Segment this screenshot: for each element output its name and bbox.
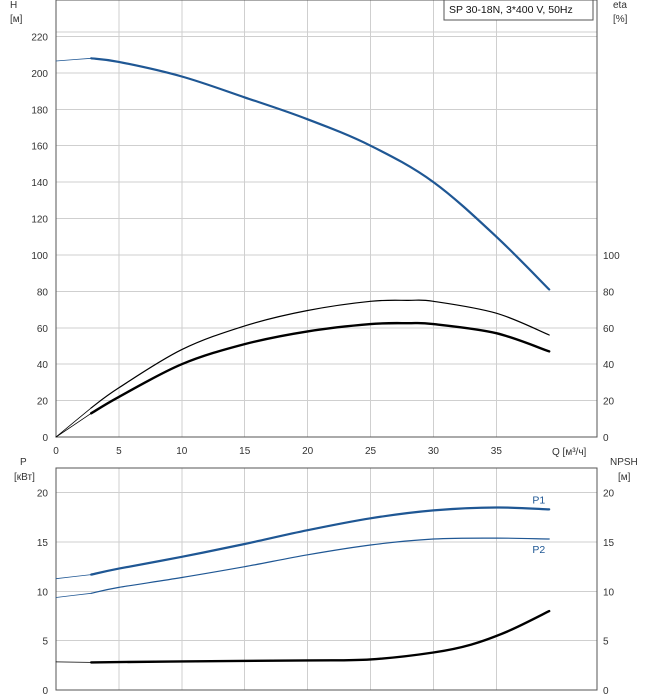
lower-right-tick-5: 5: [603, 637, 609, 648]
x-tick-0: 0: [53, 446, 59, 457]
upper-left-tick-120: 120: [31, 215, 48, 226]
upper-plot-frame: [55, 0, 598, 438]
upper-right-axis-label-line2: [%]: [613, 14, 628, 25]
x-tick-35: 35: [491, 446, 503, 457]
lower-right-tick-20: 20: [603, 489, 615, 500]
series-npsh-extrapolation: [55, 661, 92, 663]
upper-left-tick-220: 220: [31, 32, 48, 43]
series-eta_thin-extrapolation: [55, 407, 92, 438]
chart-title-box: [443, 0, 594, 21]
lower-curves: P1 P2: [55, 494, 551, 664]
x-tick-15: 15: [239, 446, 251, 457]
lower-right-tick-10: 10: [603, 587, 615, 598]
upper-right-tick-0: 0: [603, 433, 609, 444]
lower-left-tick-20: 20: [37, 489, 49, 500]
x-tick-20: 20: [302, 446, 314, 457]
upper-tick-labels: 0204060801001201401601802002200204060801…: [31, 32, 620, 457]
lower-left-tick-0: 0: [42, 686, 48, 697]
upper-left-axis-label-line2: [м]: [10, 14, 23, 25]
series-p2: [90, 537, 550, 594]
upper-left-tick-100: 100: [31, 251, 48, 262]
upper-left-tick-20: 20: [37, 397, 49, 408]
lower-right-axis-label-line1: NPSH: [610, 457, 638, 468]
chart-title: SP 30-18N, 3*400 V, 50Hz: [449, 4, 573, 16]
lower-left-tick-10: 10: [37, 587, 49, 598]
lower-tick-labels: 0 5 10 15 20 0 5 10 15 20: [37, 489, 615, 697]
upper-left-tick-80: 80: [37, 287, 49, 298]
upper-curves: [55, 57, 551, 438]
x-tick-5: 5: [116, 446, 122, 457]
series-eta_thick-extrapolation: [55, 412, 92, 438]
series-h-extrapolation: [55, 57, 92, 62]
series-label-p1: P1: [532, 494, 545, 506]
x-tick-30: 30: [428, 446, 440, 457]
upper-right-tick-20: 20: [603, 397, 615, 408]
lower-right-axis-label-line2: [м]: [618, 472, 631, 483]
lower-grid: [56, 468, 597, 690]
upper-left-tick-0: 0: [42, 433, 48, 444]
upper-left-tick-60: 60: [37, 324, 49, 335]
series-h: [90, 57, 551, 291]
series-eta-thin: [90, 299, 550, 409]
upper-grid: [56, 0, 597, 437]
lower-left-axis-label-line2: [кВт]: [14, 472, 35, 483]
upper-right-tick-100: 100: [603, 251, 620, 262]
series-eta-thick: [90, 321, 551, 415]
upper-left-tick-160: 160: [31, 142, 48, 153]
upper-left-axis-label-line1: H: [10, 0, 17, 11]
lower-plot-frame: [55, 467, 598, 691]
lower-left-axis-label-line1: P: [20, 457, 27, 468]
lower-left-tick-5: 5: [42, 637, 48, 648]
series-label-p2: P2: [532, 544, 545, 556]
series-npsh: [90, 609, 551, 664]
series-p2-extrapolation: [55, 592, 92, 598]
upper-left-tick-140: 140: [31, 178, 48, 189]
lower-left-tick-15: 15: [37, 538, 49, 549]
lower-right-tick-0: 0: [603, 686, 609, 697]
series-p1-extrapolation: [55, 574, 92, 580]
series-p1: [90, 506, 551, 576]
lower-right-tick-15: 15: [603, 538, 615, 549]
upper-right-tick-80: 80: [603, 287, 615, 298]
x-tick-10: 10: [176, 446, 188, 457]
upper-left-tick-200: 200: [31, 69, 48, 80]
x-axis-label: Q [м³/ч]: [552, 447, 587, 458]
upper-right-tick-40: 40: [603, 360, 615, 371]
upper-right-axis-label-line1: eta: [613, 0, 627, 11]
upper-right-tick-60: 60: [603, 324, 615, 335]
upper-left-tick-40: 40: [37, 360, 49, 371]
x-tick-25: 25: [365, 446, 377, 457]
upper-left-tick-180: 180: [31, 105, 48, 116]
